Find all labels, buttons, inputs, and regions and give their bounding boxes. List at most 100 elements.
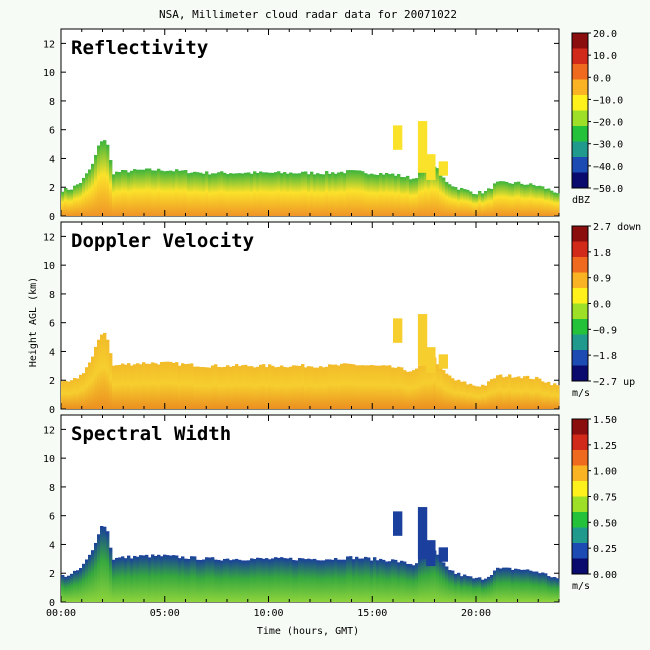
cloud-column (382, 174, 386, 216)
colorbar-tick-label: 0.0 (593, 73, 611, 84)
cloud-column (190, 363, 194, 409)
colorbar-segment (572, 346, 588, 351)
cloud-column (532, 379, 536, 409)
cloud-column (541, 572, 545, 602)
cloud-column (82, 563, 86, 602)
cloud-column (244, 560, 248, 602)
cloud-column (373, 365, 377, 409)
cloud-column (322, 367, 326, 409)
cloud-column (64, 187, 68, 216)
cloud-column (214, 364, 218, 409)
colorbar-segment (572, 299, 588, 305)
cloud-column (496, 567, 500, 602)
cloud-column (184, 558, 188, 602)
cloud-column (79, 182, 83, 216)
cloud-column (94, 155, 98, 216)
cloud-column (133, 555, 137, 602)
cloud-fragment (417, 507, 428, 559)
cloud-field (61, 314, 560, 409)
colorbar-segment (572, 315, 588, 320)
colorbar-segment (572, 241, 588, 246)
cloud-column (385, 561, 389, 602)
colorbar-segment (572, 535, 588, 540)
cloud-column (499, 374, 503, 409)
cloud-column (394, 175, 398, 216)
cloud-column (436, 364, 440, 409)
y-tick-label: 8 (49, 97, 55, 108)
cloud-column (379, 558, 383, 602)
cloud-column (448, 375, 452, 409)
cloud-column (70, 380, 74, 409)
cloud-column (334, 558, 338, 602)
colorbar-tick-label: 0.25 (593, 544, 617, 555)
cloud-column (349, 363, 353, 409)
cloud-column (538, 378, 542, 409)
cloud-column (502, 377, 506, 409)
colorbar-segment (572, 446, 588, 451)
cloud-column (61, 381, 65, 409)
cloud-column (514, 377, 518, 409)
cloud-column (505, 181, 509, 216)
colorbar-segment (572, 461, 588, 467)
cloud-fragment (426, 154, 436, 181)
cloud-column (253, 171, 257, 216)
colorbar-segment (572, 237, 588, 243)
y-tick-label: 0 (49, 212, 55, 223)
cloud-column (427, 362, 431, 409)
colorbar-segment (572, 145, 588, 150)
cloud-column (76, 378, 80, 409)
cloud-column (172, 555, 176, 602)
cloud-column (97, 145, 101, 216)
cloud-column (274, 172, 278, 216)
cloud-column (100, 526, 104, 602)
colorbar-segment (572, 284, 588, 289)
cloud-column (541, 186, 545, 216)
cloud-column (250, 366, 254, 409)
cloud-column (505, 567, 509, 602)
cloud-column (436, 554, 440, 602)
colorbar-tick-label: 1.25 (593, 441, 617, 452)
cloud-column (223, 366, 227, 409)
colorbar-segment (572, 330, 588, 336)
colorbar-segment (572, 106, 588, 112)
cloud-column (310, 559, 314, 602)
colorbar-tick-label: 0.9 (593, 274, 611, 285)
cloud-column (103, 526, 107, 602)
cloud-column (127, 363, 131, 409)
colorbar-segment (572, 473, 588, 478)
cloud-column (376, 560, 380, 602)
cloud-column (229, 560, 233, 602)
cloud-column (361, 171, 365, 216)
cloud-column (313, 367, 317, 409)
colorbar-segment (572, 60, 588, 65)
cloud-column (298, 173, 302, 216)
cloud-column (445, 182, 449, 216)
cloud-field (61, 121, 560, 216)
cloud-column (124, 364, 128, 409)
cloud-column (70, 189, 74, 216)
cloud-column (505, 376, 509, 409)
colorbar-unit: dBZ (572, 195, 590, 206)
cloud-column (373, 174, 377, 216)
cloud-column (211, 365, 215, 409)
colorbar-tick-label: 0.75 (593, 493, 617, 504)
y-tick-label: 10 (43, 261, 55, 272)
cloud-column (301, 558, 305, 602)
colorbar-segment (572, 543, 588, 548)
cloud-column (529, 378, 533, 409)
cloud-column (88, 554, 92, 602)
cloud-column (343, 363, 347, 409)
cloud-column (271, 172, 275, 216)
colorbar-segment (572, 484, 588, 490)
cloud-column (166, 361, 170, 409)
cloud-column (178, 558, 182, 602)
cloud-column (367, 174, 371, 216)
cloud-column (430, 165, 434, 216)
cloud-column (313, 558, 317, 602)
cloud-column (175, 555, 179, 602)
cloud-column (139, 169, 143, 216)
cloud-column (361, 558, 365, 602)
cloud-column (412, 565, 416, 602)
cloud-column (418, 365, 422, 409)
